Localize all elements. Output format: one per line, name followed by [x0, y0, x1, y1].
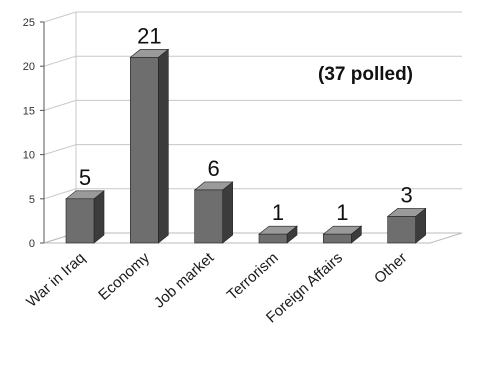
y-tick-label: 10 [23, 150, 35, 162]
x-tick-label: War in Iraq [23, 249, 88, 310]
data-label: 1 [336, 200, 348, 225]
gridline [43, 188, 462, 200]
y-tick-label: 15 [23, 105, 35, 117]
bar-front-face [194, 189, 223, 244]
data-label: 3 [401, 182, 413, 207]
data-label: 6 [208, 156, 220, 181]
y-tick-label: 5 [29, 194, 35, 206]
bar [322, 225, 363, 244]
data-label: 21 [137, 23, 161, 48]
bar [258, 225, 298, 244]
bar-front-face [258, 233, 288, 244]
bar-front-face [130, 57, 159, 244]
bar-side-face [93, 190, 105, 244]
data-label: 5 [79, 165, 91, 190]
y-axis: 0 5 10 15 20 25 [23, 17, 45, 250]
y-tick-label: 25 [23, 17, 35, 29]
bar [65, 190, 105, 244]
bar-front-face [323, 233, 352, 244]
x-tick-label: Other [371, 249, 410, 287]
gridline [43, 144, 462, 156]
bar [129, 48, 170, 244]
gridline [43, 99, 462, 111]
floor-plane [43, 232, 463, 244]
bar [386, 207, 427, 244]
gridline [43, 11, 462, 23]
poll-count-annotation: (37 polled) [318, 64, 413, 85]
bar [193, 181, 234, 244]
x-tick-label: Terrorism [224, 249, 282, 303]
x-tick-label: Job market [151, 249, 218, 312]
data-labels-layer: 5 21 6 1 1 3 [79, 23, 413, 225]
y-tick-label: 20 [23, 61, 35, 73]
bar-front-face [387, 216, 416, 244]
bars-layer [65, 48, 427, 244]
data-label: 1 [272, 200, 284, 225]
y-tick-label: 0 [29, 238, 35, 250]
bar-side-face [222, 181, 233, 244]
bar-front-face [65, 198, 95, 244]
bar-side-face [158, 48, 169, 244]
x-tick-label: Economy [95, 249, 153, 304]
